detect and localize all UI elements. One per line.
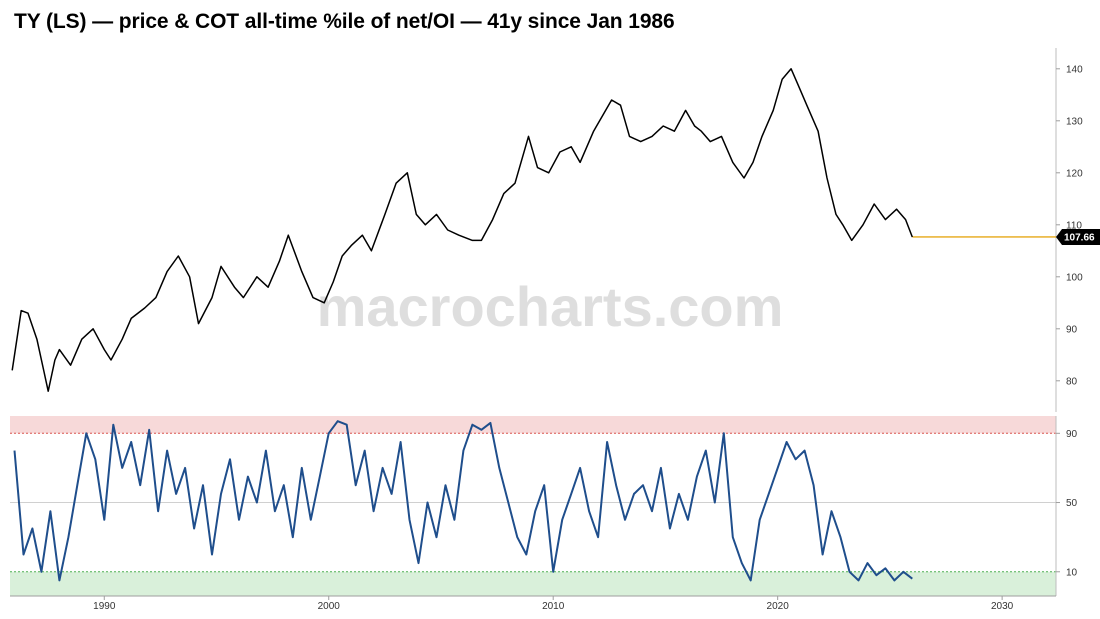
x-tick-label: 2020 — [767, 601, 790, 612]
x-tick-label: 2010 — [542, 601, 565, 612]
price-y-tick-label: 100 — [1066, 272, 1083, 283]
lower-extreme-band — [10, 571, 1056, 596]
x-tick-label: 2030 — [991, 601, 1014, 612]
percentile-panel: 10 50 90 — [10, 416, 1078, 596]
watermark-text: macrocharts.com — [317, 275, 784, 338]
chart-title: TY (LS) — price & COT all-time %ile of n… — [14, 10, 675, 33]
last-price-tag-shape — [1056, 228, 1100, 245]
price-y-tick-label: 90 — [1066, 324, 1078, 335]
price-y-tick-label: 130 — [1066, 116, 1083, 127]
percentile-y-tick-label: 50 — [1066, 498, 1078, 509]
last-price-label: 107.66 — [1056, 228, 1100, 245]
price-y-tick-label: 110 — [1066, 220, 1082, 231]
upper-extreme-band — [10, 416, 1056, 434]
price-y-tick-label: 80 — [1066, 376, 1078, 387]
price-y-tick-label: 120 — [1066, 168, 1083, 179]
x-tick-label: 2000 — [318, 601, 341, 612]
price-series-line — [11, 68, 913, 392]
percentile-y-tick-label: 10 — [1066, 567, 1078, 578]
price-y-tick-label: 140 — [1066, 64, 1083, 75]
percentile-y-ticks: 10 50 90 — [1056, 429, 1078, 578]
last-price-value: 107.66 — [1064, 232, 1095, 243]
x-ticks: 1990 2000 2010 2020 2030 — [93, 596, 1014, 612]
price-y-ticks: 80 90 100 110 120 130 140 — [1056, 64, 1083, 387]
percentile-series-line — [13, 420, 913, 582]
time-x-axis: 1990 2000 2010 2020 2030 — [10, 595, 1056, 612]
percentile-y-tick-label: 90 — [1066, 429, 1078, 440]
x-tick-label: 1990 — [93, 601, 116, 612]
price-panel: 80 90 100 110 120 130 140 107.66 — [11, 48, 1100, 412]
